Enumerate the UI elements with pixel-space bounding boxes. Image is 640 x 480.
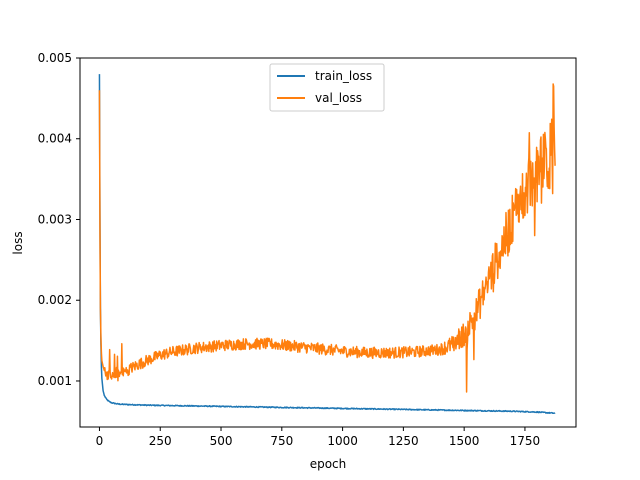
series-layer [98, 74, 556, 415]
legend-label-train-loss: train_loss [315, 69, 372, 83]
x-tick-label: 1250 [388, 434, 419, 448]
x-tick-label: 750 [270, 434, 293, 448]
x-axis-label: epoch [310, 457, 347, 471]
plot-frame [79, 57, 577, 428]
legend: train_loss val_loss [269, 63, 385, 112]
legend-label-val-loss: val_loss [315, 91, 362, 105]
x-tick-label: 500 [210, 434, 233, 448]
x-tick-label: 0 [96, 434, 104, 448]
x-tick-label: 1750 [510, 434, 541, 448]
y-tick-label: 0.005 [38, 51, 72, 65]
y-axis: 0.001 0.002 0.003 0.004 0.005 [38, 51, 80, 388]
x-tick-label: 1000 [327, 434, 358, 448]
y-tick-label: 0.004 [38, 132, 72, 146]
x-tick-label: 1500 [449, 434, 480, 448]
y-tick-label: 0.003 [38, 212, 72, 226]
y-axis-label: loss [11, 231, 25, 254]
x-tick-label: 250 [149, 434, 172, 448]
series-line-train-loss [98, 74, 556, 415]
y-tick-label: 0.001 [38, 374, 72, 388]
y-tick-label: 0.002 [38, 293, 72, 307]
x-axis: 0 250 500 750 1000 1250 1500 1750 [96, 427, 541, 448]
series-line-val-loss [98, 83, 556, 393]
